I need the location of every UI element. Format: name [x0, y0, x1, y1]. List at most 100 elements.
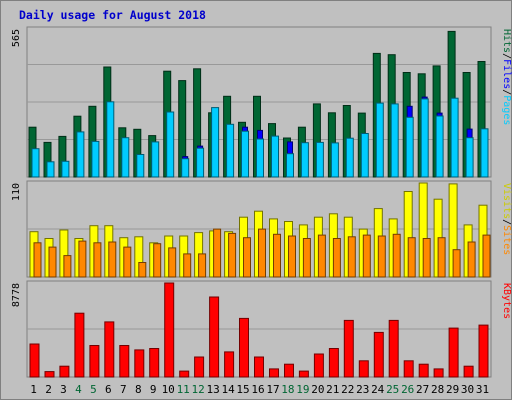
x-tick-label: 10: [162, 383, 175, 396]
x-tick-label: 5: [90, 383, 97, 396]
bar-kbytes-day-5: [89, 345, 100, 378]
bar-sites-day-16: [258, 228, 266, 278]
bar-pages-day-16: [256, 138, 264, 178]
bar-pages-day-18: [286, 153, 294, 178]
bar-kbytes-day-7: [119, 345, 130, 378]
bar-sites-day-19: [302, 238, 311, 278]
bar-kbytes-day-31: [478, 324, 489, 378]
bar-kbytes-day-16: [254, 356, 264, 378]
x-tick-label: 29: [446, 383, 459, 396]
bar-pages-day-6: [106, 101, 115, 178]
bar-kbytes-day-22: [343, 319, 354, 378]
bar-pages-day-29: [450, 97, 459, 178]
bar-pages-day-28: [435, 115, 444, 178]
x-tick-label: 1: [30, 383, 37, 396]
bar-kbytes-day-21: [328, 348, 339, 378]
bar-sites-day-8: [138, 262, 147, 278]
bar-sites-day-31: [482, 234, 491, 278]
bar-pages-day-1: [31, 148, 40, 178]
x-tick-label: 23: [356, 383, 369, 396]
x-tick-label: 25: [386, 383, 399, 396]
bar-kbytes-day-13: [209, 296, 220, 378]
bar-kbytes-day-17: [269, 368, 279, 378]
bar-pages-day-4: [76, 131, 85, 178]
x-tick-label: 20: [311, 383, 324, 396]
bar-kbytes-day-30: [463, 365, 474, 378]
x-tick-label: 22: [341, 383, 354, 396]
bar-sites-day-23: [362, 234, 371, 278]
bar-kbytes-day-9: [149, 348, 160, 378]
bar-sites-day-18: [288, 235, 296, 278]
x-tick-label: 14: [221, 383, 235, 396]
x-tick-label: 9: [150, 383, 157, 396]
bar-kbytes-day-2: [44, 371, 55, 378]
x-tick-label: 16: [251, 383, 264, 396]
bar-sites-day-3: [63, 255, 72, 278]
bar-kbytes-day-3: [59, 365, 70, 378]
ymax-label: 110: [11, 183, 22, 201]
bar-sites-day-15: [243, 237, 251, 278]
bar-sites-day-9: [153, 243, 162, 278]
legend-entry-hits: Hits: [501, 29, 512, 53]
bar-sites-day-2: [48, 246, 57, 278]
x-tick-label: 15: [236, 383, 249, 396]
bar-kbytes-day-26: [403, 360, 414, 378]
x-tick-label: 4: [75, 383, 82, 396]
bar-kbytes-day-8: [134, 349, 145, 378]
bar-kbytes-day-15: [239, 317, 249, 378]
bar-sites-day-10: [168, 247, 177, 278]
x-tick-label: 19: [296, 383, 309, 396]
x-tick-label: 28: [431, 383, 444, 396]
bar-sites-day-24: [377, 235, 386, 278]
bar-sites-day-7: [123, 246, 132, 278]
bar-sites-day-27: [422, 238, 431, 278]
bar-kbytes-day-19: [298, 370, 309, 378]
bar-pages-day-8: [136, 154, 145, 178]
x-tick-label: 27: [416, 383, 429, 396]
legend-entry-sites: Sites: [501, 225, 512, 255]
bar-sites-day-14: [228, 232, 237, 278]
bar-pages-day-31: [480, 128, 489, 178]
bar-kbytes-day-10: [164, 282, 175, 378]
bar-sites-day-1: [33, 242, 42, 278]
bar-kbytes-day-20: [313, 353, 324, 378]
legend-entry-kbytes: KBytes: [501, 283, 512, 319]
bar-pages-day-27: [420, 98, 429, 178]
bar-sites-day-26: [407, 237, 416, 278]
legend-entry-visits: Visits: [501, 183, 512, 219]
bar-kbytes-day-28: [433, 368, 444, 378]
bar-sites-day-11: [183, 253, 192, 278]
bar-pages-day-9: [151, 141, 160, 178]
bar-pages-day-3: [61, 160, 70, 178]
bar-pages-day-13: [211, 107, 220, 178]
bar-kbytes-day-6: [104, 321, 115, 378]
bar-sites-day-29: [452, 249, 461, 278]
bar-kbytes-day-24: [373, 331, 384, 378]
bar-sites-day-21: [332, 238, 341, 278]
legend-visits-sites: Visits/Sites: [501, 183, 512, 255]
bar-pages-day-30: [465, 137, 474, 178]
bar-sites-day-6: [108, 241, 117, 278]
bar-pages-day-12: [196, 147, 205, 178]
x-tick-label: 8: [135, 383, 142, 396]
bar-pages-day-21: [330, 142, 339, 178]
x-tick-label: 13: [206, 383, 219, 396]
x-tick-label: 18: [281, 383, 294, 396]
bar-pages-day-14: [226, 123, 235, 178]
bar-kbytes-day-1: [29, 343, 40, 378]
legend-hits-files-pages: Hits/Files/Pages: [501, 29, 512, 125]
bar-kbytes-day-12: [194, 356, 205, 378]
bar-pages-day-23: [360, 133, 369, 178]
x-tick-label: 31: [476, 383, 489, 396]
bar-kbytes-day-27: [418, 363, 429, 378]
bar-pages-day-24: [375, 102, 384, 178]
x-tick-label: 21: [326, 383, 339, 396]
chart-title: Daily usage for August 2018: [19, 8, 206, 22]
bar-sites-day-20: [317, 234, 326, 278]
bar-kbytes-day-23: [358, 360, 369, 378]
bar-sites-day-30: [467, 241, 476, 278]
bar-sites-day-25: [392, 233, 401, 278]
bar-pages-day-19: [300, 142, 309, 178]
bar-kbytes-day-29: [448, 327, 459, 378]
